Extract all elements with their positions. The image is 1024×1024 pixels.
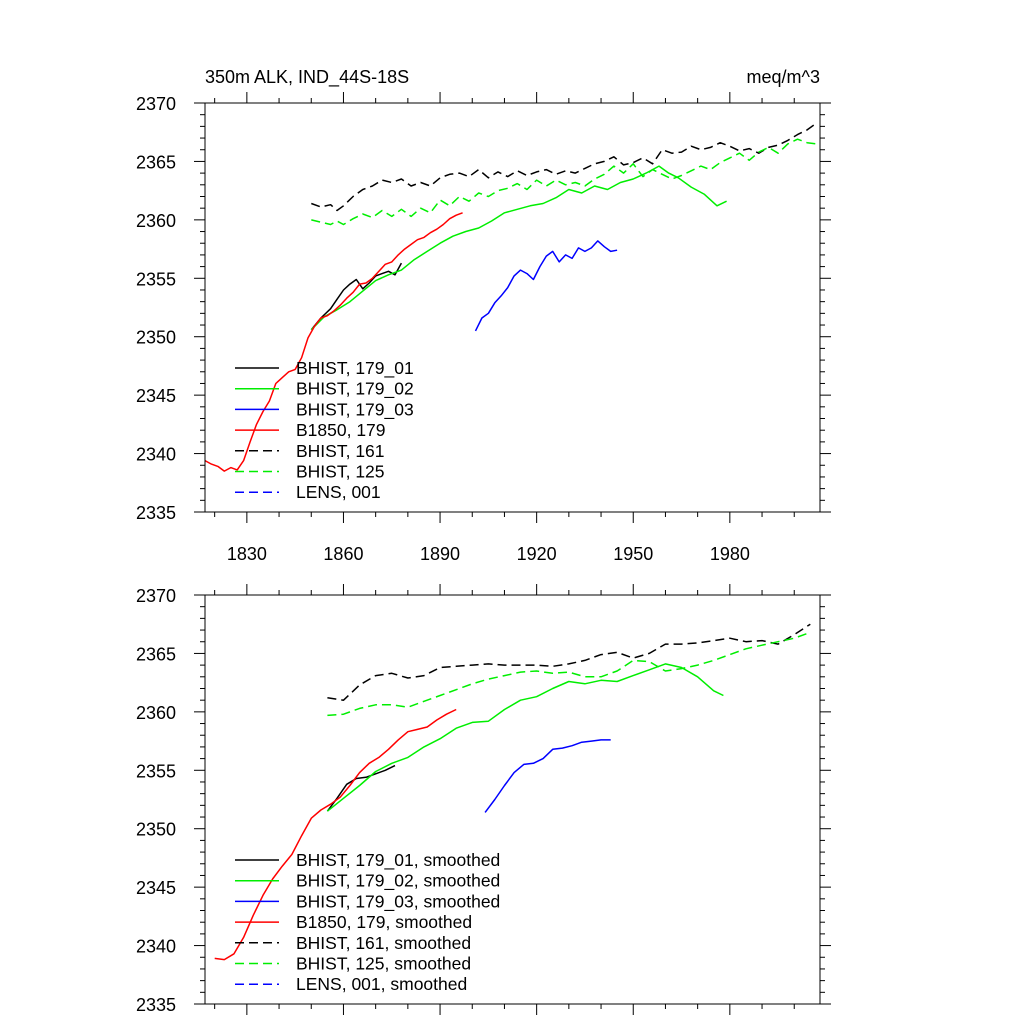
x-tick-label: 1890 <box>420 544 460 564</box>
y-tick-label: 2360 <box>136 211 176 231</box>
legend-label: BHIST, 179_02, smoothed <box>296 871 500 892</box>
plot-frame <box>204 594 821 1005</box>
legend-label: B1850, 179 <box>296 420 386 440</box>
legend-label: BHIST, 179_03, smoothed <box>296 891 500 912</box>
panel-1-title-left: 350m ALK, IND_44S-18S <box>205 67 409 88</box>
y-tick-label: 2345 <box>136 386 176 406</box>
y-tick-label: 2370 <box>136 586 176 606</box>
series-line-1 <box>326 764 396 812</box>
y-tick-label: 2345 <box>136 878 176 898</box>
y-tick-label: 2340 <box>136 937 176 957</box>
legend-label: BHIST, 179_01 <box>296 358 414 379</box>
series-line-6 <box>311 138 817 226</box>
legend-label: BHIST, 179_03 <box>296 399 414 420</box>
plot-frame <box>204 102 821 513</box>
series-line-6 <box>327 631 811 717</box>
y-tick-label: 2355 <box>136 761 176 781</box>
y-tick-label: 2365 <box>136 152 176 172</box>
x-tick-label: 1830 <box>227 544 267 564</box>
legend-label: BHIST, 161, smoothed <box>296 933 471 953</box>
x-tick-label: 1980 <box>710 544 750 564</box>
y-tick-label: 2365 <box>136 644 176 664</box>
series-line-2 <box>310 165 727 331</box>
legend-label: BHIST, 125, smoothed <box>296 954 471 974</box>
series-line-5 <box>311 122 818 212</box>
y-tick-label: 2370 <box>136 94 176 114</box>
y-tick-label: 2335 <box>136 995 176 1015</box>
series-line-4 <box>214 708 457 961</box>
x-tick-label: 1950 <box>613 544 653 564</box>
series-line-3 <box>484 739 611 813</box>
legend-label: B1850, 179, smoothed <box>296 912 472 932</box>
panel-1-title-right: meq/m^3 <box>747 67 820 87</box>
series-line-5 <box>327 623 811 701</box>
y-tick-label: 2360 <box>136 703 176 723</box>
series-line-2 <box>326 663 724 812</box>
legend-label: BHIST, 179_01, smoothed <box>296 850 500 871</box>
y-tick-label: 2350 <box>136 820 176 840</box>
series-line-4 <box>204 212 463 472</box>
legend-label: BHIST, 161 <box>296 441 385 461</box>
legend-label: LENS, 001, smoothed <box>296 974 467 994</box>
y-tick-label: 2335 <box>136 503 176 523</box>
series-line-3 <box>474 240 618 332</box>
y-tick-label: 2350 <box>136 328 176 348</box>
chart-panel-1: 1830 1860 1890 1920 1950 1980 2335 2340 2345 2350… <box>136 92 831 564</box>
x-tick-label: 1920 <box>517 544 557 564</box>
legend-label: BHIST, 125 <box>296 462 385 482</box>
x-tick-label: 1860 <box>323 544 363 564</box>
chart-panel-2: 2335 2340 2345 2350 2355 2360 2365 2370 BHIST, 1… <box>136 584 831 1015</box>
legend-label: BHIST, 179_02 <box>296 379 414 400</box>
legend-label: LENS, 001 <box>296 482 381 502</box>
y-tick-label: 2355 <box>136 269 176 289</box>
y-tick-label: 2340 <box>136 445 176 465</box>
